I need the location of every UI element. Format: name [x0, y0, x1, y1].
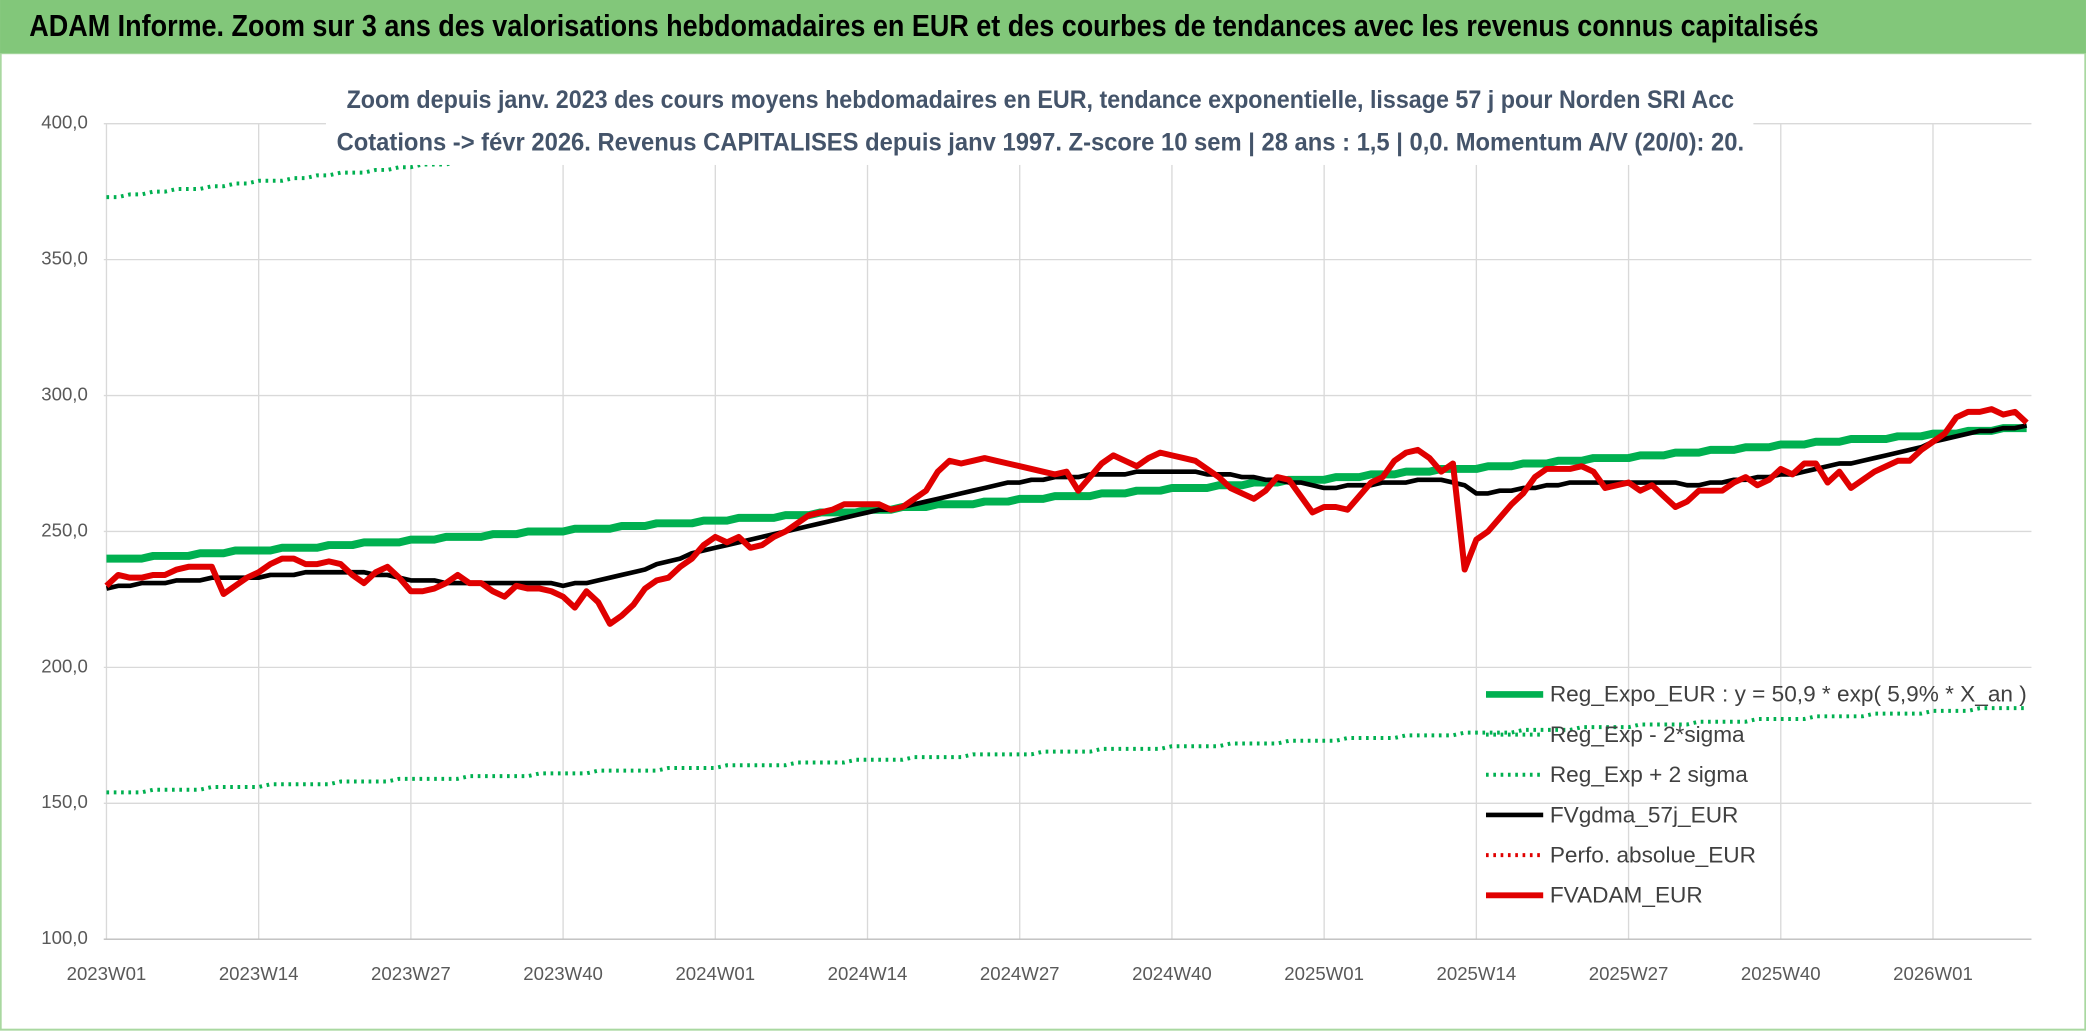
x-tick-label: 2025W27: [1589, 963, 1669, 984]
x-tick-label: 2026W01: [1893, 963, 1973, 984]
legend-label: Perfo. absolue_EUR: [1550, 842, 1756, 867]
legend-label: Reg_Exp - 2*sigma: [1550, 722, 1745, 747]
x-tick-label: 2023W01: [67, 963, 147, 984]
banner: [0, 0, 2086, 54]
subtitle-line: Zoom depuis janv. 2023 des cours moyens …: [347, 86, 1735, 114]
x-tick-label: 2023W27: [371, 963, 451, 984]
x-tick-label: 2025W14: [1437, 963, 1517, 984]
x-tick-label: 2024W27: [980, 963, 1060, 984]
y-tick-label: 200,0: [41, 655, 88, 676]
y-tick-label: 150,0: [41, 791, 88, 812]
legend-label: Reg_Exp + 2 sigma: [1550, 762, 1748, 787]
x-tick-label: 2024W01: [675, 963, 755, 984]
subtitle-line: Cotations -> févr 2026. Revenus CAPITALI…: [337, 128, 1744, 156]
x-tick-label: 2024W40: [1132, 963, 1212, 984]
legend-label: FVgdma_57j_EUR: [1550, 802, 1739, 827]
x-tick-label: 2023W40: [523, 963, 603, 984]
x-tick-label: 2025W40: [1741, 963, 1821, 984]
legend: Reg_Expo_EUR : y = 50,9 * exp( 5,9% * X_…: [1485, 682, 2027, 908]
y-tick-label: 100,0: [41, 927, 88, 948]
y-tick-label: 300,0: [41, 383, 88, 404]
y-tick-label: 400,0: [41, 112, 88, 133]
chart-title: ADAM Informe. Zoom sur 3 ans des valoris…: [29, 9, 1818, 43]
x-tick-label: 2025W01: [1284, 963, 1364, 984]
grid: 100,0 150,0 200,0 250,0 300,0 350,0 400,0 2023W…: [41, 112, 2032, 984]
series-line: [106, 424, 2027, 563]
x-tick-label: 2024W14: [828, 963, 908, 984]
subtitle-box: [325, 77, 1754, 165]
legend-label: FVADAM_EUR: [1550, 883, 1703, 908]
y-tick-label: 350,0: [41, 248, 88, 269]
series-line: [104, 406, 2029, 627]
y-tick-label: 250,0: [41, 519, 88, 540]
legend-label: Reg_Expo_EUR : y = 50,9 * exp( 5,9% * X_…: [1550, 682, 2027, 707]
x-tick-label: 2023W14: [219, 963, 299, 984]
